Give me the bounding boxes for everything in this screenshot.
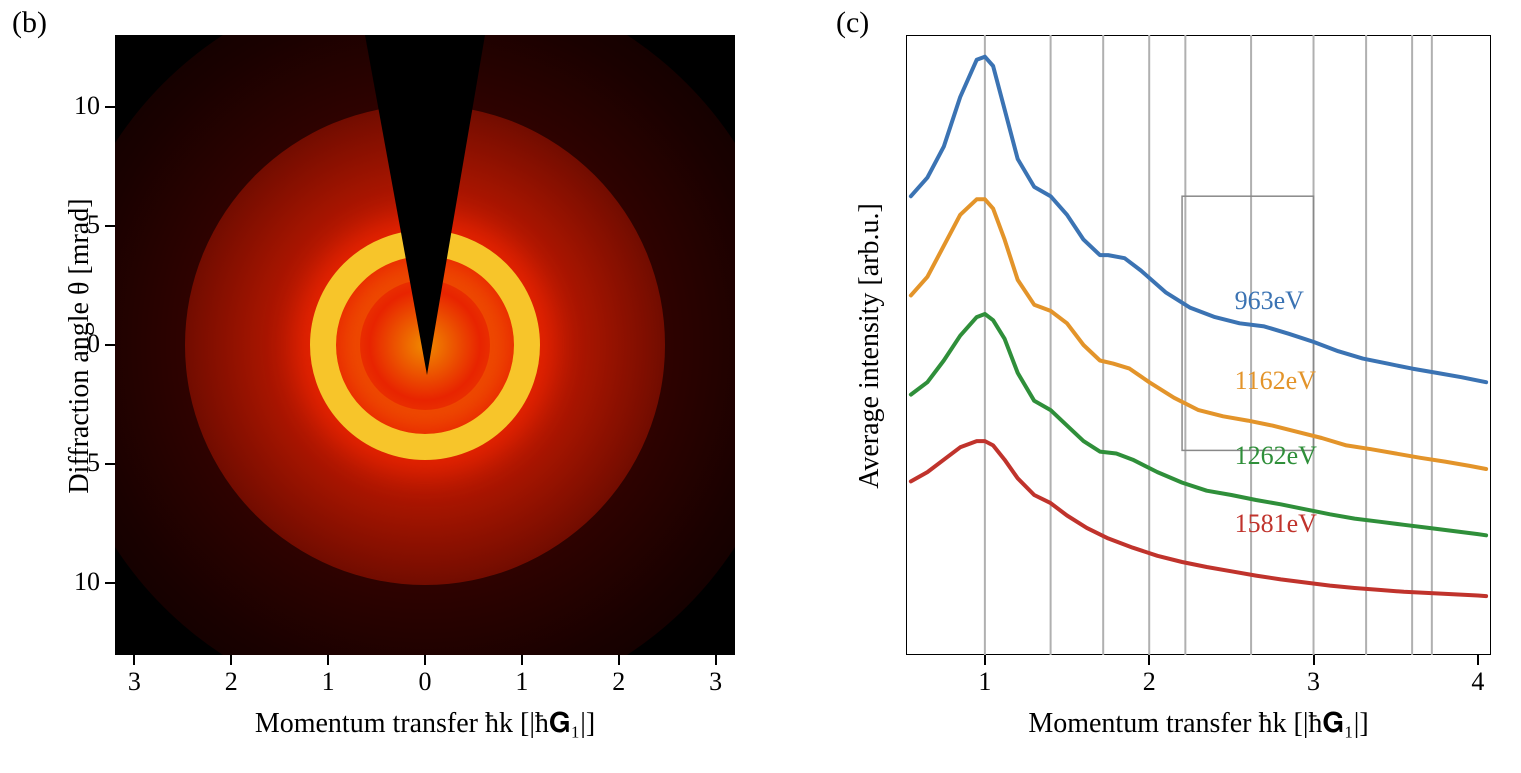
- x-tick: [327, 655, 329, 665]
- series-label: 963eV: [1235, 286, 1304, 316]
- x-tick-label: 2: [599, 667, 639, 697]
- x-tick-label: 1: [502, 667, 542, 697]
- diffraction-image: [115, 35, 735, 655]
- x-tick-label: 2: [211, 667, 251, 697]
- series-line: [911, 199, 1486, 469]
- x-tick: [521, 655, 523, 665]
- y-tick: [105, 582, 115, 584]
- panel-c-chart: [906, 35, 1491, 655]
- beam-stop-icon: [115, 35, 735, 655]
- x-tick-label: 0: [405, 667, 445, 697]
- series-label: 1581eV: [1235, 509, 1317, 539]
- y-tick: [105, 344, 115, 346]
- panel-b-y-label: Diffraction angle θ [mrad]: [64, 36, 96, 656]
- series-line: [911, 441, 1486, 596]
- x-tick: [1148, 655, 1150, 665]
- panel-c-x-label: Momentum transfer ħk [|ħ𝐆₁|]: [906, 708, 1491, 740]
- x-tick: [424, 655, 426, 665]
- x-tick-label: 3: [1294, 667, 1334, 697]
- panel-b-x-label: Momentum transfer ħk [|ħ𝐆₁|]: [115, 708, 735, 740]
- x-tick-label: 2: [1129, 667, 1169, 697]
- y-tick: [105, 106, 115, 108]
- x-tick-label: 1: [965, 667, 1005, 697]
- x-tick: [984, 655, 986, 665]
- x-tick-label: 3: [696, 667, 736, 697]
- y-tick: [105, 463, 115, 465]
- series-label: 1162eV: [1235, 366, 1316, 396]
- x-tick-label: 4: [1458, 667, 1498, 697]
- x-tick: [133, 655, 135, 665]
- series-line: [911, 314, 1486, 535]
- x-tick: [230, 655, 232, 665]
- x-tick-label: 1: [308, 667, 348, 697]
- series-label: 1262eV: [1235, 441, 1317, 471]
- x-tick: [1477, 655, 1479, 665]
- panel-c-label: (c): [836, 6, 869, 40]
- panel-b-label: (b): [12, 6, 47, 40]
- x-tick-label: 3: [114, 667, 154, 697]
- x-tick: [715, 655, 717, 665]
- x-tick: [618, 655, 620, 665]
- y-tick: [105, 225, 115, 227]
- panel-c-y-label: Average intensity [arb.u.]: [854, 36, 886, 656]
- x-tick: [1313, 655, 1315, 665]
